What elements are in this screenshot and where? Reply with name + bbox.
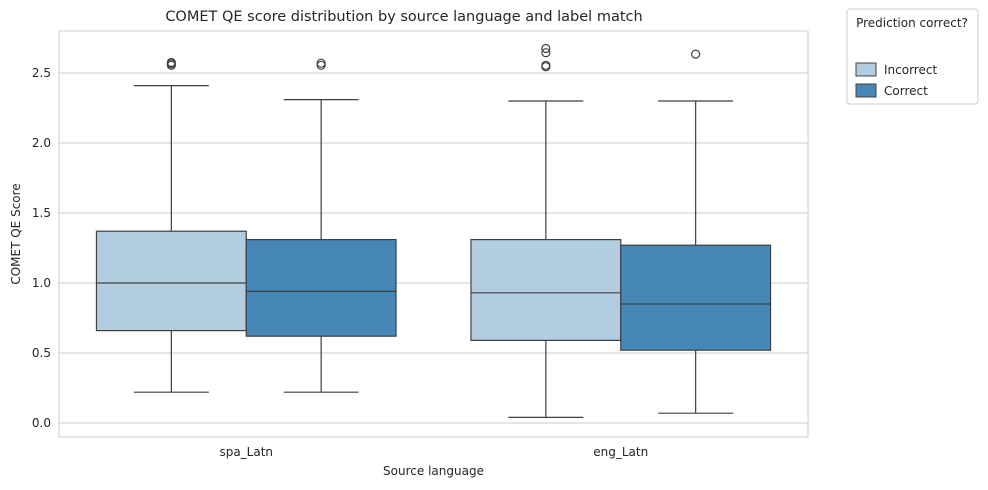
x-axis-label: Source language <box>383 464 484 478</box>
y-tick-label: 2.5 <box>32 66 51 80</box>
y-tick-label: 0.5 <box>32 346 51 360</box>
y-tick-labels: 0.0 0.5 1.0 1.5 2.0 2.5 <box>32 66 51 430</box>
legend-swatch-correct <box>855 83 877 98</box>
box-iqr <box>95 230 247 332</box>
legend-label-incorrect: Incorrect <box>884 63 937 77</box>
outlier-point <box>691 49 701 59</box>
box-iqr <box>245 239 397 337</box>
y-axis-label: COMET QE Score <box>9 183 23 284</box>
chart-title: COMET QE score distribution by source la… <box>165 9 642 25</box>
box-correct-spa_Latn <box>245 58 397 393</box>
y-tick-label: 2.0 <box>32 136 51 150</box>
legend-frame <box>846 8 979 105</box>
outlier-point <box>166 57 176 68</box>
legend: Prediction correct? Incorrect Correct <box>846 8 979 105</box>
box-iqr <box>620 244 772 351</box>
outlier-point <box>316 58 326 68</box>
x-tick-labels: spa_Latn eng_Latn <box>219 445 648 459</box>
box-incorrect-eng_Latn <box>470 43 622 418</box>
outlier-point <box>541 43 551 54</box>
outlier-point <box>541 60 551 70</box>
x-tick-label: eng_Latn <box>593 445 648 459</box>
box-correct-eng_Latn <box>620 49 772 414</box>
boxes <box>95 43 772 418</box>
outlier-point <box>541 48 551 58</box>
box-iqr <box>470 239 622 342</box>
legend-swatch-incorrect <box>855 62 877 77</box>
y-tick-label: 1.0 <box>32 276 51 290</box>
y-tick-label: 0.0 <box>32 416 51 430</box>
plot-frame <box>58 30 809 438</box>
legend-label-correct: Correct <box>884 84 928 98</box>
x-tick-label: spa_Latn <box>219 445 273 459</box>
box-incorrect-spa_Latn <box>95 57 247 393</box>
legend-title: Prediction correct? <box>856 16 968 30</box>
y-tick-label: 1.5 <box>32 206 51 220</box>
